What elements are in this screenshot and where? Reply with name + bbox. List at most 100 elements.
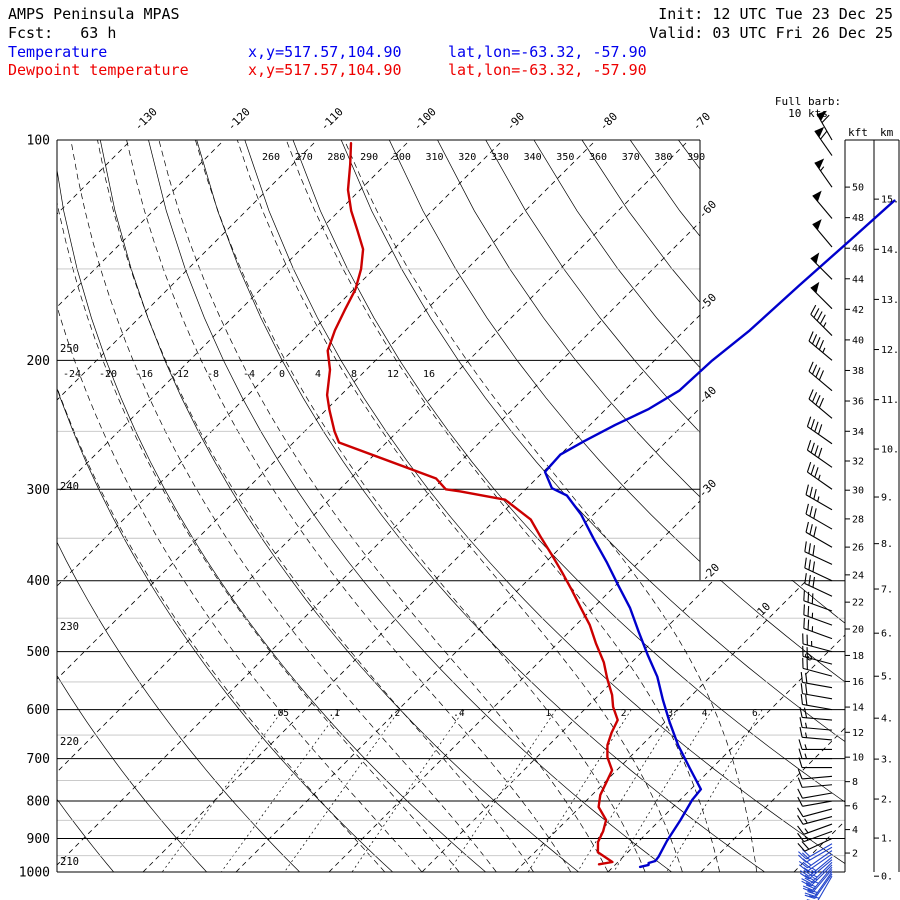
wind-barb-full (819, 314, 826, 325)
wind-barb-staff (814, 873, 833, 899)
kft-tick-label: 32 (852, 456, 864, 467)
kft-tick-label: 26 (852, 543, 864, 554)
kft-tick-label: 6 (852, 801, 858, 812)
pressure-tick-label: 900 (27, 832, 50, 847)
temperature-latlon: lat,lon=-63.32, -57.90 (448, 43, 647, 61)
wind-barb-staff (805, 531, 833, 548)
pressure-tick-label: 600 (27, 703, 50, 718)
kft-tick-label: 48 (852, 213, 864, 224)
wind-barb-full (807, 888, 818, 894)
wind-barb-half (804, 753, 808, 759)
dry-adiabat-line (57, 140, 486, 872)
wind-barb-pennant (817, 110, 827, 121)
km-tick-label: 0. (881, 872, 893, 883)
barb-scale-line2: 10 kts (788, 107, 828, 120)
mixing-ratio-label: 2 (621, 708, 627, 719)
wind-barb-full (817, 424, 823, 435)
wind-barb-full (805, 882, 816, 888)
wind-barb-full (797, 788, 803, 799)
wind-barb-staff (810, 313, 833, 336)
wind-barb-staff (810, 864, 833, 887)
wind-barb-full (806, 416, 812, 427)
wind-barb-full (811, 392, 818, 403)
pressure-tick-label: 200 (27, 354, 50, 369)
wind-barb-full (798, 739, 803, 750)
km-tick-label: 8. (881, 539, 893, 550)
wind-barb-full (802, 861, 812, 870)
isotherm-line (421, 140, 845, 872)
plot-frame (56, 139, 900, 873)
wind-barb-full (802, 887, 813, 893)
theta-top-label: 330 (491, 152, 509, 163)
wind-barb-staff (803, 614, 833, 626)
height-scales: kft km24681012141618202224262830323436384… (845, 126, 899, 883)
theta-top-label: 360 (589, 152, 607, 163)
kft-tick-label: 50 (852, 183, 864, 194)
wind-barb-full (809, 506, 813, 517)
theta-left-label: 240 (60, 481, 79, 493)
wind-barb-full (809, 486, 813, 498)
wind-barb-full (809, 524, 813, 535)
wind-barb-full (801, 878, 812, 885)
wind-barb-staff (803, 600, 833, 612)
isotherm-line (57, 140, 783, 872)
wind-barb-staff (804, 838, 833, 852)
wind-barb-staff (802, 703, 833, 711)
temperature-legend-label: Temperature (8, 43, 108, 61)
isotherm-line (57, 140, 504, 872)
wind-barb-full (813, 526, 817, 537)
moist-adiabat-label: -4 (243, 369, 255, 380)
wind-barb-staff (802, 808, 833, 818)
wind-barb-full (798, 851, 807, 860)
wind-barb-full (815, 395, 821, 406)
mixing-ratio-label: 4 (702, 708, 708, 719)
temperature-grid-coords: x,y=517.57,104.90 (248, 43, 402, 61)
mixing-ratio-label: .1 (328, 708, 340, 719)
pressure-tick-label: 400 (27, 574, 50, 589)
wind-barb-full (818, 339, 824, 350)
dry-adiabat-line (148, 140, 672, 872)
wind-barb-staff (802, 816, 833, 825)
isotherm-right-label: -60 (696, 198, 719, 221)
km-tick-label: 13. (881, 295, 899, 306)
wind-barb-staff (805, 843, 833, 860)
dry-adiabat-line (388, 140, 845, 872)
kft-tick-label: 14 (852, 703, 864, 714)
wind-barb-full (805, 521, 809, 533)
theta-top-label: 340 (524, 152, 542, 163)
wind-barb-staff (803, 830, 833, 843)
dewpoint-latlon: lat,lon=-63.32, -57.90 (448, 61, 647, 79)
wind-barb-staff (807, 471, 833, 490)
wind-barb-full (803, 707, 808, 718)
theta-top-label: 380 (654, 152, 672, 163)
wind-barb-staff (808, 370, 833, 392)
wind-barb-full (800, 693, 804, 705)
mixing-ratio-line (448, 709, 557, 872)
theta-left-label: 220 (60, 736, 79, 748)
wind-barb-staff (802, 693, 833, 700)
wind-barb-full (817, 447, 823, 459)
model-title: AMPS Peninsula MPAS (8, 5, 180, 23)
wind-barb-full (808, 543, 811, 554)
mixing-ratio-line (527, 709, 632, 872)
wind-barb-full (810, 419, 815, 430)
isotherm-line (235, 140, 845, 872)
wind-barb-full (816, 311, 823, 321)
theta-top-label: 290 (360, 152, 378, 163)
wind-barb-full (800, 683, 804, 694)
mixing-ratio-label: 6 (752, 708, 758, 719)
wind-barb-staff (807, 850, 833, 869)
wind-barb-half (817, 474, 821, 480)
wind-barb-staff (802, 726, 833, 731)
wind-barb-staff (807, 449, 833, 468)
wind-barb-full (797, 807, 804, 817)
wind-barb-staff (802, 800, 833, 807)
theta-left-label: 210 (60, 856, 79, 868)
kft-tick-label: 40 (852, 335, 864, 346)
isotherm-top-label: -130 (132, 105, 160, 133)
wind-barb-staff (805, 846, 833, 863)
wind-barb-staff (802, 667, 833, 677)
wind-barb-full (799, 726, 803, 738)
wind-barb-full (813, 488, 817, 500)
mixing-ratio-line (221, 709, 341, 872)
